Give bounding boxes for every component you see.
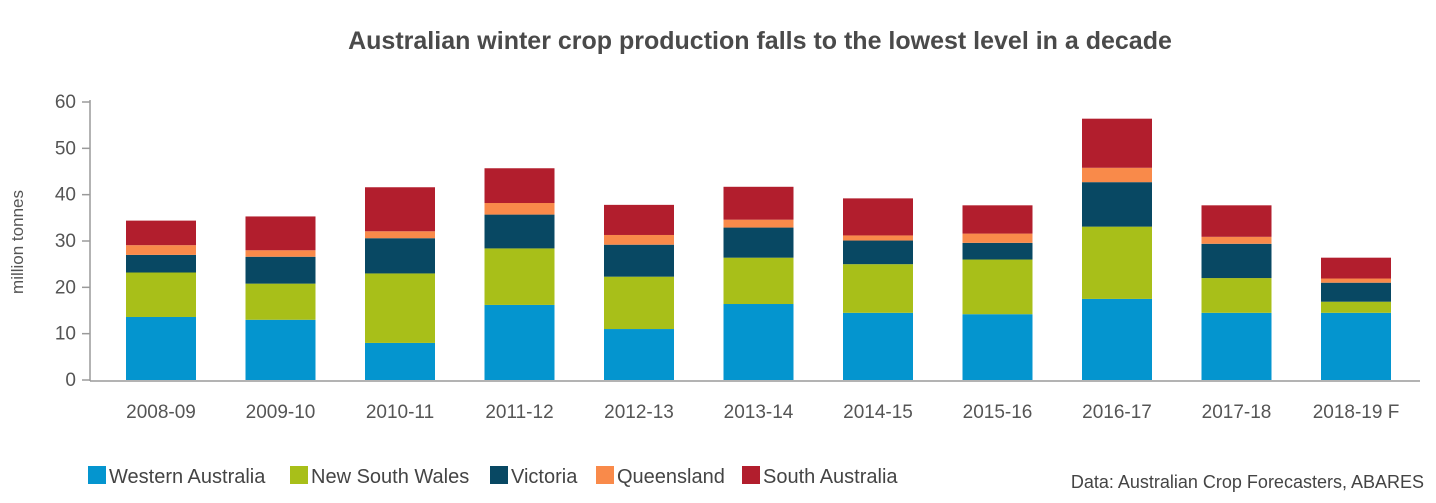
- bar-segment: [723, 219, 794, 228]
- bars: [126, 118, 1391, 380]
- chart-title: Australian winter crop production falls …: [348, 27, 1172, 55]
- bar-segment: [1201, 243, 1272, 279]
- bar-segment: [484, 248, 555, 305]
- bar-segment: [604, 276, 674, 330]
- x-tick-label: 2018-19 F: [1313, 402, 1400, 423]
- x-axis-ticks: 2008-09 2009-10 2010-11 2011-12 2012-13 2013-…: [126, 402, 1399, 423]
- y-tick-label: 0: [65, 370, 76, 391]
- bar-segment: [245, 256, 316, 284]
- legend-swatch: [490, 466, 508, 484]
- bar-segment: [126, 272, 196, 317]
- x-tick-label: 2014-15: [843, 402, 913, 423]
- bar-segment: [1082, 167, 1152, 183]
- x-tick-label: 2015-16: [963, 402, 1033, 423]
- bar-segment: [1201, 236, 1272, 244]
- legend-label: Victoria: [511, 466, 578, 488]
- y-axis-label: million tonnes: [8, 190, 27, 294]
- legend-swatch: [290, 466, 308, 484]
- y-tick-label: 20: [55, 277, 76, 298]
- x-tick-label: 2009-10: [246, 402, 316, 423]
- bar-segment: [1082, 298, 1152, 380]
- y-tick-label: 40: [55, 185, 76, 206]
- axes: 0 10 20 30 40 50 60: [55, 92, 1420, 391]
- bar-segment: [723, 304, 794, 380]
- bar-segment: [245, 250, 316, 257]
- bar-segment: [962, 242, 1033, 260]
- legend-label: South Australia: [763, 466, 898, 488]
- bar-segment: [1201, 312, 1272, 380]
- bar-segment: [604, 244, 674, 277]
- bar-segment: [1082, 182, 1152, 227]
- bar-segment: [484, 214, 555, 249]
- bar-segment: [245, 216, 316, 251]
- bar-segment: [126, 245, 196, 255]
- legend-swatch: [88, 466, 106, 484]
- source-note: Data: Australian Crop Forecasters, ABARE…: [1071, 472, 1424, 492]
- bar-segment: [843, 312, 913, 380]
- bar-segment: [365, 238, 435, 274]
- bar-segment: [604, 204, 674, 235]
- bar-segment: [484, 168, 555, 204]
- bar-segment: [962, 259, 1033, 315]
- bar-segment: [484, 203, 555, 215]
- bar-segment: [126, 220, 196, 246]
- bar-segment: [723, 227, 794, 258]
- bar-segment: [1321, 257, 1391, 279]
- bar-segment: [962, 314, 1033, 380]
- x-tick-label: 2008-09: [126, 402, 196, 423]
- legend-label: New South Wales: [311, 466, 469, 488]
- bar-segment: [1321, 301, 1391, 313]
- bar-segment: [604, 234, 674, 245]
- bar-segment: [843, 198, 913, 236]
- bar-segment: [126, 316, 196, 380]
- legend-swatch: [596, 466, 614, 484]
- bar-segment: [604, 329, 674, 380]
- bar-segment: [962, 233, 1033, 243]
- x-tick-label: 2013-14: [724, 402, 794, 423]
- x-tick-label: 2011-12: [485, 402, 553, 423]
- y-tick-label: 30: [55, 231, 76, 252]
- bar-segment: [723, 257, 794, 305]
- bar-segment: [365, 231, 435, 239]
- x-tick-label: 2010-11: [366, 402, 434, 423]
- bar-segment: [365, 273, 435, 343]
- bar-segment: [1201, 278, 1272, 313]
- bar-segment: [1321, 312, 1391, 380]
- legend-label: Western Australia: [109, 466, 266, 488]
- y-tick-label: 50: [55, 138, 76, 159]
- bar-segment: [1201, 205, 1272, 237]
- bar-segment: [484, 304, 555, 380]
- bar-segment: [723, 186, 794, 220]
- legend: Western Australia New South Wales Victoria…: [88, 466, 898, 488]
- y-tick-label: 10: [55, 324, 76, 345]
- bar-segment: [245, 319, 316, 380]
- legend-swatch: [742, 466, 760, 484]
- bar-segment: [1321, 278, 1391, 283]
- bar-segment: [1082, 118, 1152, 168]
- x-tick-label: 2017-18: [1202, 402, 1272, 423]
- bar-segment: [962, 205, 1033, 234]
- x-tick-label: 2012-13: [604, 402, 674, 423]
- legend-label: Queensland: [617, 466, 725, 488]
- x-tick-label: 2016-17: [1082, 402, 1152, 423]
- bar-segment: [365, 187, 435, 232]
- y-tick-label: 60: [55, 92, 76, 113]
- bar-segment: [843, 235, 913, 241]
- bar-segment: [1321, 282, 1391, 302]
- bar-segment: [126, 254, 196, 273]
- bar-segment: [843, 240, 913, 265]
- bar-segment: [1082, 226, 1152, 299]
- bar-segment: [245, 283, 316, 320]
- bar-segment: [843, 264, 913, 313]
- bar-segment: [365, 342, 435, 380]
